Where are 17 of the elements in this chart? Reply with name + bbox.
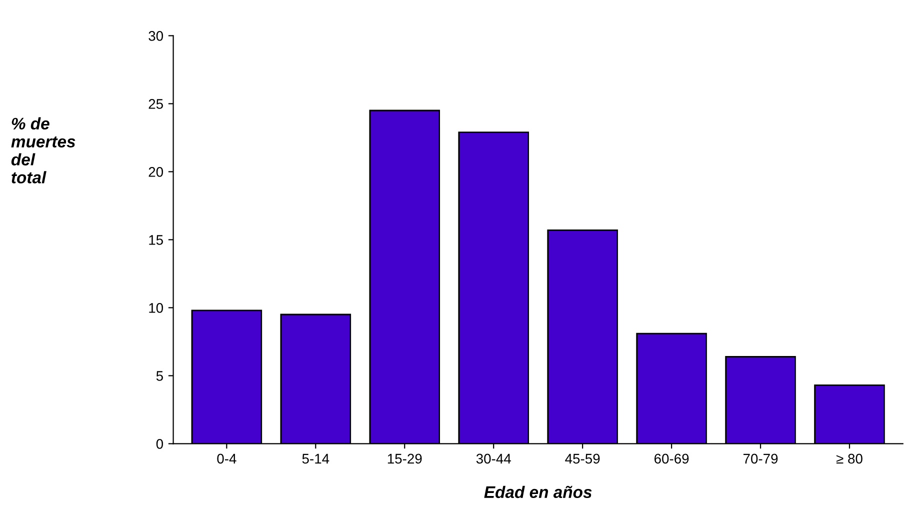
y-tick-label: 20: [148, 167, 164, 177]
x-tick-label: 70-79: [743, 454, 778, 464]
y-tick-label: 15: [149, 235, 163, 245]
y-axis-title: % de muertes del total: [11, 117, 76, 184]
y-tick-label: 25: [148, 99, 163, 109]
x-tick-label: 5-14: [302, 454, 330, 464]
x-tick-label: ≥ 80: [836, 454, 862, 464]
x-tick-label: 30-44: [476, 454, 511, 464]
x-tick-label: 15-29: [388, 454, 422, 464]
y-tick-label: 10: [149, 303, 164, 313]
x-tick-label: 60-69: [654, 454, 689, 464]
y-tick-label: 30: [148, 31, 164, 41]
x-tick-label: 45-59: [565, 454, 600, 464]
x-tick-label: 0-4: [217, 454, 236, 464]
x-axis-title: Edad en años: [484, 486, 592, 498]
y-tick-label: 5: [156, 371, 163, 381]
y-tick-label: 0: [156, 439, 164, 449]
